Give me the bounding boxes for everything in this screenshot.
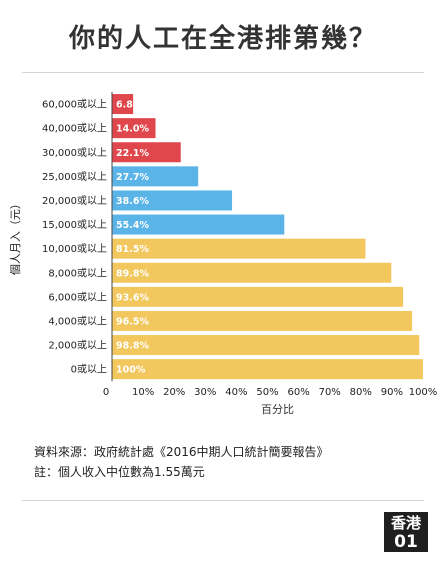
category-label: 0或以上: [71, 364, 107, 376]
x-tick-label: 50%: [256, 387, 278, 398]
x-tick-label: 70%: [319, 387, 341, 398]
x-tick-label: 100%: [409, 387, 438, 398]
data-label: 14.0%: [116, 124, 149, 135]
footer-divider: [22, 500, 424, 501]
data-label: 38.6%: [116, 196, 149, 207]
category-label: 40,000或以上: [42, 123, 107, 135]
logo-text-bottom: 01: [394, 532, 418, 552]
bar: [112, 166, 199, 187]
x-tick-label: 30%: [194, 387, 216, 398]
x-tick-label: 80%: [350, 387, 372, 398]
bar: [112, 94, 134, 115]
bar: [112, 310, 413, 331]
data-label: 98.8%: [116, 341, 149, 352]
bar-chart: 6.80% 14.0% 22.1% 27.7% 38.6% 55.4% 81.5% 89.8%…: [9, 92, 437, 416]
x-tick-label: 20%: [163, 387, 185, 398]
category-label: 2,000或以上: [48, 340, 107, 352]
x-axis-label: 百分比: [261, 403, 294, 416]
source-note: 資料來源：政府統計處《2016中期人口統計簡要報告》: [34, 445, 329, 459]
data-label: 93.6%: [116, 292, 149, 303]
x-tick-labels: 0 10% 20% 30% 40% 50% 60% 70% 80% 90% 100%: [103, 387, 437, 398]
data-label: 96.5%: [116, 316, 149, 327]
title-divider: [22, 72, 424, 73]
category-label: 4,000或以上: [48, 315, 107, 327]
category-tick-labels: 60,000或以上 40,000或以上 30,000或以上 25,000或以上 20,0…: [42, 99, 107, 376]
data-label: 27.7%: [116, 172, 149, 183]
category-label: 60,000或以上: [42, 99, 107, 111]
bar: [112, 359, 423, 380]
data-label: 22.1%: [116, 148, 149, 159]
bar: [112, 118, 156, 139]
bar: [112, 190, 233, 211]
category-label: 30,000或以上: [42, 147, 107, 159]
data-label: 89.8%: [116, 268, 149, 279]
data-label: 100%: [116, 365, 146, 376]
hk01-logo: 香港 01: [384, 512, 428, 552]
category-label: 6,000或以上: [48, 291, 107, 303]
bar: [112, 262, 392, 283]
x-tick-label: 90%: [381, 387, 403, 398]
logo-text-top: 香港: [390, 514, 421, 532]
x-tick-label: 40%: [225, 387, 247, 398]
category-label: 20,000或以上: [42, 195, 107, 207]
bars-layer: [112, 94, 423, 380]
x-tick-label: 60%: [287, 387, 309, 398]
value-labels-layer: 6.80% 14.0% 22.1% 27.7% 38.6% 55.4% 81.5% 89.8%…: [116, 100, 149, 376]
x-tick-label: 0: [103, 387, 109, 398]
category-label: 10,000或以上: [42, 243, 107, 255]
bar: [112, 142, 181, 163]
y-axis-label: 個人月入（元）: [9, 198, 22, 275]
category-label: 25,000或以上: [42, 171, 107, 183]
chart-title: 你的人工在全港排第幾？: [68, 24, 377, 54]
bar: [112, 286, 404, 307]
data-label: 55.4%: [116, 220, 149, 231]
footnote: 註：個人收入中位數為1.55萬元: [34, 465, 205, 479]
bar: [112, 335, 420, 356]
bar: [112, 238, 366, 259]
x-tick-label: 10%: [132, 387, 154, 398]
category-label: 8,000或以上: [48, 267, 107, 279]
category-label: 15,000或以上: [42, 219, 107, 231]
data-label: 6.80%: [116, 100, 149, 111]
data-label: 81.5%: [116, 244, 149, 255]
bar: [112, 214, 285, 235]
